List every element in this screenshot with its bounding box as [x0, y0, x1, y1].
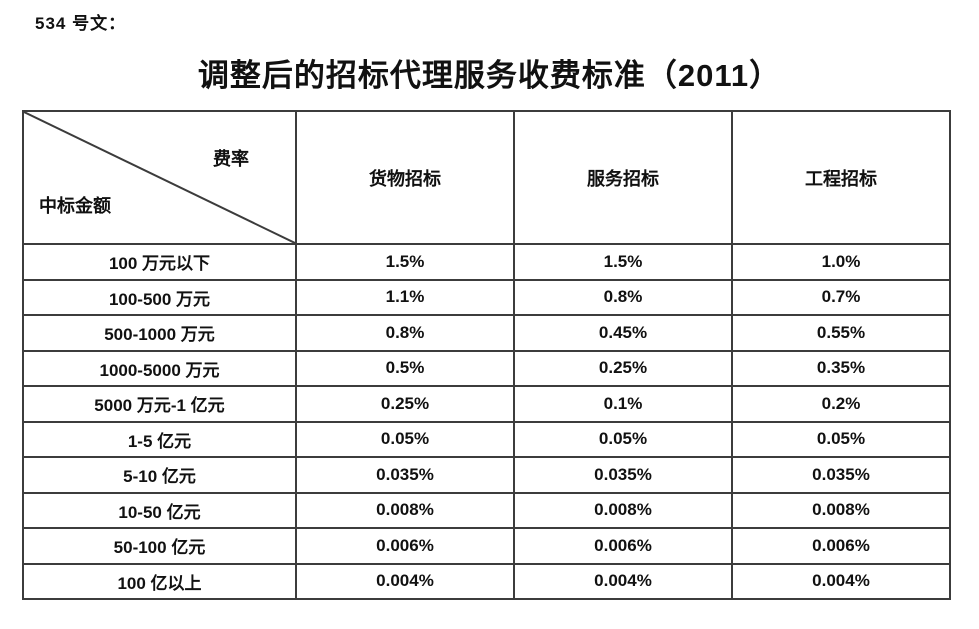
- fee-cell: 0.35%: [731, 349, 951, 387]
- row-label: 100-500 万元: [22, 278, 297, 316]
- fee-cell: 0.45%: [513, 314, 733, 352]
- fee-cell: 0.008%: [731, 491, 951, 529]
- column-header-goods-bidding: 货物招标: [295, 110, 515, 245]
- fee-cell: 0.008%: [295, 491, 515, 529]
- row-label: 100 亿以上: [22, 562, 297, 600]
- fee-cell: 0.004%: [731, 562, 951, 600]
- fee-cell: 0.035%: [513, 456, 733, 494]
- fee-cell: 0.8%: [295, 314, 515, 352]
- diagonal-divider-line: [24, 112, 295, 243]
- corner-label-rate: 费率: [213, 149, 249, 169]
- fee-cell: 0.006%: [295, 527, 515, 565]
- fee-cell: 1.1%: [295, 278, 515, 316]
- table-row: 1-5 亿元 0.05% 0.05% 0.05%: [22, 420, 951, 458]
- doc-number-label: 534 号文：: [35, 14, 127, 33]
- fee-cell: 0.035%: [295, 456, 515, 494]
- fee-cell: 0.25%: [295, 385, 515, 423]
- table-row: 5000 万元-1 亿元 0.25% 0.1% 0.2%: [22, 385, 951, 423]
- fee-cell: 0.004%: [513, 562, 733, 600]
- corner-label-bid-amount: 中标金额: [39, 196, 111, 216]
- row-label: 5000 万元-1 亿元: [22, 385, 297, 423]
- table-row: 100 万元以下 1.5% 1.5% 1.0%: [22, 243, 951, 281]
- row-label: 5-10 亿元: [22, 456, 297, 494]
- fee-cell: 0.035%: [731, 456, 951, 494]
- row-label: 100 万元以下: [22, 243, 297, 281]
- row-label: 50-100 亿元: [22, 527, 297, 565]
- fee-cell: 0.1%: [513, 385, 733, 423]
- table-row: 50-100 亿元 0.006% 0.006% 0.006%: [22, 527, 951, 565]
- fee-cell: 0.2%: [731, 385, 951, 423]
- fee-rate-table: 费率 中标金额 货物招标 服务招标 工程招标 100 万元以下 1.5% 1.5…: [22, 110, 951, 600]
- table-row: 500-1000 万元 0.8% 0.45% 0.55%: [22, 314, 951, 352]
- corner-header-cell: 费率 中标金额: [22, 110, 297, 245]
- row-label: 1000-5000 万元: [22, 349, 297, 387]
- fee-cell: 1.5%: [295, 243, 515, 281]
- fee-cell: 0.55%: [731, 314, 951, 352]
- table-row: 5-10 亿元 0.035% 0.035% 0.035%: [22, 456, 951, 494]
- table-row: 10-50 亿元 0.008% 0.008% 0.008%: [22, 491, 951, 529]
- fee-cell: 0.006%: [731, 527, 951, 565]
- fee-cell: 0.05%: [295, 420, 515, 458]
- table-row: 1000-5000 万元 0.5% 0.25% 0.35%: [22, 349, 951, 387]
- row-label: 500-1000 万元: [22, 314, 297, 352]
- fee-cell: 1.5%: [513, 243, 733, 281]
- row-label: 1-5 亿元: [22, 420, 297, 458]
- row-label: 10-50 亿元: [22, 491, 297, 529]
- fee-cell: 0.05%: [513, 420, 733, 458]
- table-row: 100 亿以上 0.004% 0.004% 0.004%: [22, 562, 951, 600]
- fee-cell: 0.5%: [295, 349, 515, 387]
- fee-cell: 0.25%: [513, 349, 733, 387]
- fee-cell: 0.004%: [295, 562, 515, 600]
- fee-cell: 0.8%: [513, 278, 733, 316]
- fee-cell: 0.006%: [513, 527, 733, 565]
- fee-cell: 0.008%: [513, 491, 733, 529]
- fee-cell: 0.05%: [731, 420, 951, 458]
- column-header-engineering-bidding: 工程招标: [731, 110, 951, 245]
- table-row: 100-500 万元 1.1% 0.8% 0.7%: [22, 278, 951, 316]
- header-row: 费率 中标金额 货物招标 服务招标 工程招标: [22, 110, 951, 245]
- fee-cell: 1.0%: [731, 243, 951, 281]
- fee-cell: 0.7%: [731, 278, 951, 316]
- page-title: 调整后的招标代理服务收费标准（2011）: [197, 58, 782, 93]
- column-header-service-bidding: 服务招标: [513, 110, 733, 245]
